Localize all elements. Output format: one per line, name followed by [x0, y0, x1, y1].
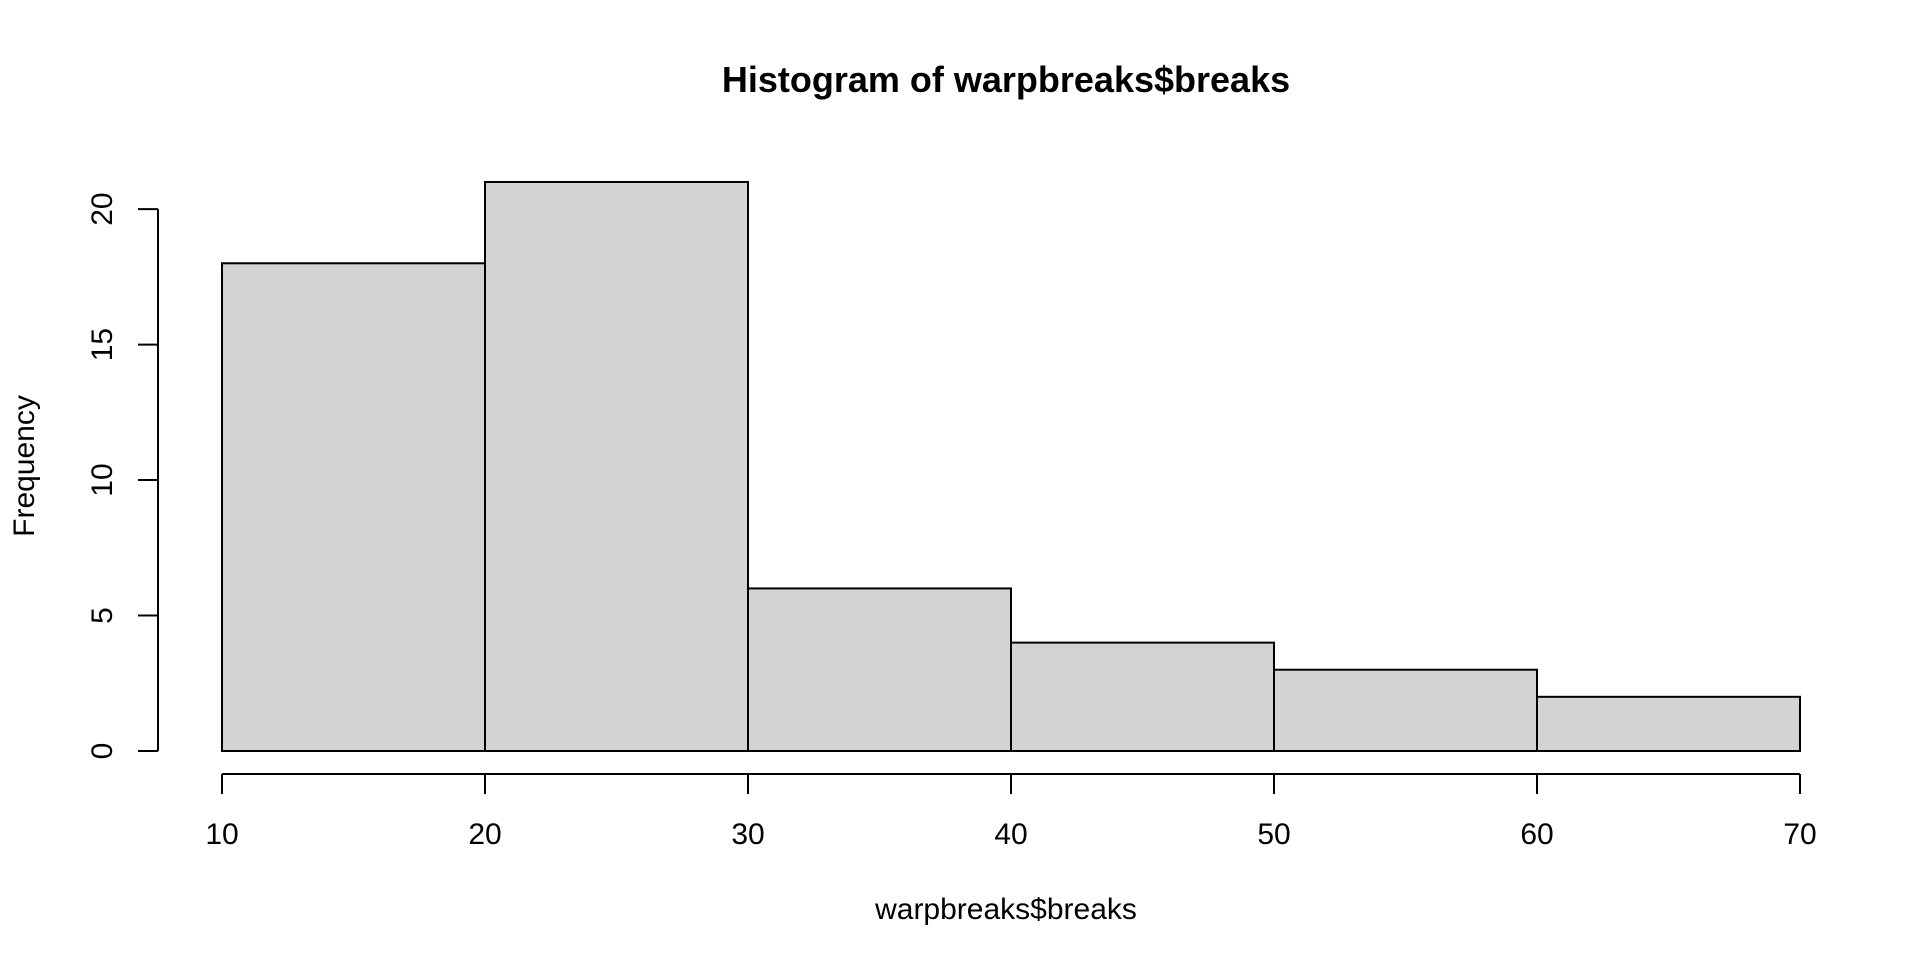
x-tick-label-10: 10	[205, 818, 238, 851]
x-tick-label-20: 20	[468, 818, 501, 851]
x-tick-label-70: 70	[1783, 818, 1816, 851]
x-axis-label: warpbreaks$breaks	[874, 893, 1137, 926]
histogram-bar-30-40	[747, 587, 1012, 753]
histogram-bar-10-20	[221, 262, 486, 752]
y-tick-label-5: 5	[86, 607, 119, 624]
histogram-bar-50-60	[1273, 668, 1538, 753]
x-axis: 10 20 30 40 50 60 70	[205, 773, 1817, 851]
histogram-bar-40-50	[1010, 641, 1275, 752]
y-axis-label: Frequency	[8, 395, 41, 537]
y-tick-label-15: 15	[86, 328, 119, 361]
bars-group	[221, 181, 1801, 753]
x-tick-label-60: 60	[1520, 818, 1553, 851]
y-tick-label-0: 0	[86, 743, 119, 760]
histogram-bar-60-70	[1536, 695, 1801, 752]
y-tick-label-20: 20	[86, 192, 119, 225]
chart-title: Histogram of warpbreaks$breaks	[722, 59, 1290, 100]
y-tick-label-10: 10	[86, 463, 119, 496]
histogram-bar-20-30	[484, 181, 749, 752]
x-tick-label-50: 50	[1257, 818, 1290, 851]
x-tick-label-30: 30	[731, 818, 764, 851]
x-tick-label-40: 40	[994, 818, 1027, 851]
y-axis: 0 5 10 15 20	[86, 192, 159, 760]
